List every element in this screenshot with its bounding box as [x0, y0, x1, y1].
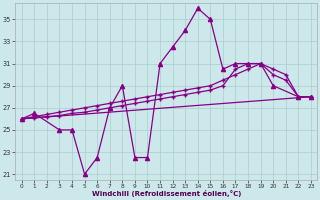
X-axis label: Windchill (Refroidissement éolien,°C): Windchill (Refroidissement éolien,°C) [92, 190, 241, 197]
